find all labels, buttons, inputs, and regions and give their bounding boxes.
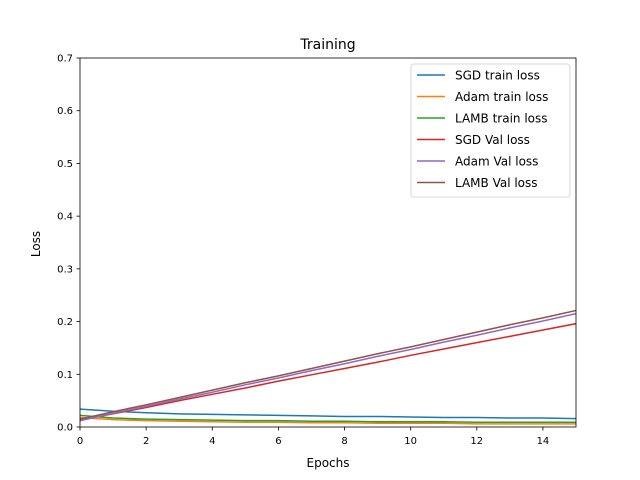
series-line-1 [80, 416, 576, 425]
legend-label-5: LAMB Val loss [455, 176, 538, 190]
y-tick-label: 0.3 [57, 264, 73, 275]
x-tick-label: 12 [470, 436, 483, 447]
x-tick-label: 0 [77, 436, 83, 447]
series-lines [80, 309, 576, 425]
series-line-0 [80, 408, 576, 420]
x-axis-label: Epochs [307, 456, 350, 470]
series-line-5 [80, 309, 576, 420]
y-tick-label: 0.7 [57, 54, 73, 65]
series-line-4 [80, 312, 576, 422]
y-tick-label: 0.6 [57, 106, 73, 117]
x-tick-label: 14 [537, 436, 550, 447]
y-tick-label: 0.5 [57, 159, 73, 170]
y-tick-label: 0.1 [57, 370, 73, 381]
series-line-2 [80, 414, 576, 424]
legend: SGD train loss Adam train loss LAMB train … [410, 63, 571, 198]
legend-box [410, 63, 571, 198]
x-tick-label: 2 [143, 436, 149, 447]
legend-label-1: Adam train loss [455, 90, 548, 104]
plot-area: 0 2 4 6 8 10 12 14 0.0 0.1 0.2 0.3 0.4 0.5 0.6 0.7 [57, 54, 577, 447]
chart-title: Training [299, 37, 355, 53]
x-tick-label: 4 [209, 436, 215, 447]
legend-label-4: Adam Val loss [455, 155, 538, 169]
axes-frame [79, 57, 577, 428]
series-line-3 [80, 322, 576, 421]
x-tick-label: 10 [404, 436, 417, 447]
legend-label-2: LAMB train loss [455, 112, 548, 126]
y-tick-label: 0.0 [57, 423, 73, 434]
x-tick-label: 6 [275, 436, 281, 447]
legend-label-0: SGD train loss [455, 69, 540, 83]
y-tick-label: 0.2 [57, 317, 73, 328]
x-tick-label: 8 [341, 436, 347, 447]
legend-label-3: SGD Val loss [455, 133, 530, 147]
y-tick-label: 0.4 [57, 212, 73, 223]
y-axis-label: Loss [29, 231, 43, 257]
